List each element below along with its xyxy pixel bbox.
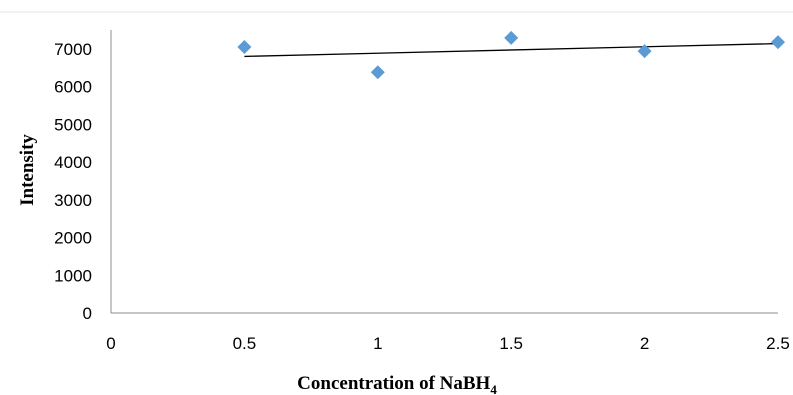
x-tick-label: 2 — [640, 334, 649, 353]
linear-trendline — [244, 42, 779, 58]
y-axis-title: Intensity — [17, 134, 38, 206]
data-point-diamond — [237, 39, 252, 54]
y-tick-label: 5000 — [54, 115, 92, 134]
y-tick-label: 3000 — [54, 191, 92, 210]
x-tick-label: 0.5 — [233, 334, 257, 353]
data-points — [237, 30, 785, 80]
data-point-diamond — [771, 35, 785, 50]
x-tick-labels: 0 0.5 1 1.5 2 2.5 — [106, 334, 790, 353]
x-tick-label: 2.5 — [766, 334, 790, 353]
data-point-diamond — [504, 30, 519, 45]
data-point-diamond — [637, 44, 652, 59]
x-tick-label: 1 — [373, 334, 382, 353]
x-tick-label: 1.5 — [499, 334, 523, 353]
y-tick-label: 2000 — [54, 229, 92, 248]
y-tick-label: 6000 — [54, 78, 92, 97]
x-axis-title-text: Concentration of NaBH — [297, 373, 490, 394]
y-tick-label: 4000 — [54, 153, 92, 172]
data-point-diamond — [370, 65, 385, 80]
y-tick-label: 0 — [83, 304, 92, 323]
plot-area: 0 1000 2000 3000 4000 5000 6000 7000 0 0.5 1 1.5 2 2… — [54, 30, 790, 353]
x-axis-title: Concentration of NaBH4 — [297, 373, 497, 395]
y-tick-labels: 0 1000 2000 3000 4000 5000 6000 7000 — [54, 40, 92, 323]
y-tick-label: 1000 — [54, 266, 92, 285]
x-tick-label: 0 — [106, 334, 115, 353]
x-axis-title-subscript: 4 — [490, 382, 497, 395]
y-tick-label: 7000 — [54, 40, 92, 59]
